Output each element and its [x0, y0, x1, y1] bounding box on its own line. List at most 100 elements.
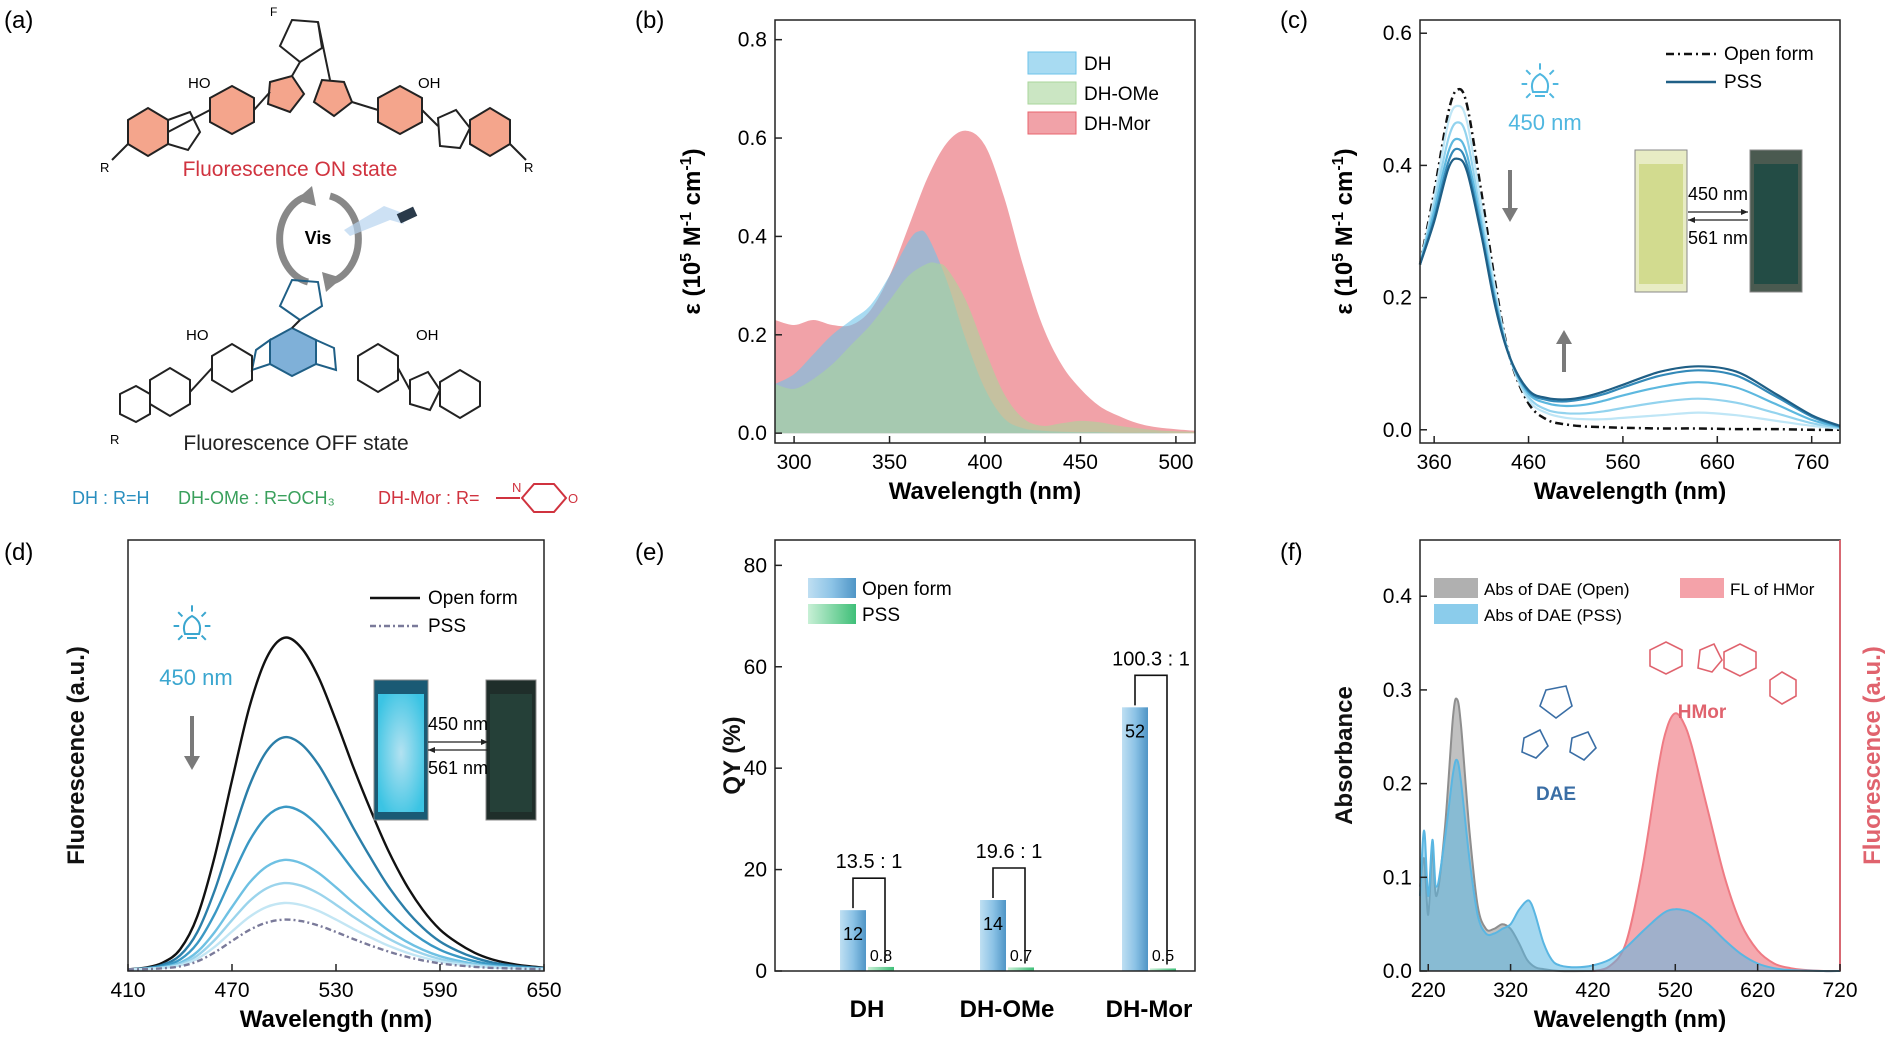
- legend-label-abs-of-dae-open-: Abs of DAE (Open): [1484, 580, 1630, 599]
- series-line-intermediate-4: [1418, 147, 1841, 428]
- on-oh-label: OH: [418, 75, 441, 92]
- legend-label-pss: PSS: [862, 605, 900, 626]
- on-r-left: R: [100, 160, 109, 175]
- category-label-dh-mor: DH-Mor: [1106, 996, 1193, 1023]
- panel-b-ylabel-part: M: [679, 226, 706, 253]
- panel-c-ylabel-part: M: [1331, 226, 1358, 253]
- panel-e-ytick-label: 80: [744, 554, 767, 577]
- bar-pss-dh-mor: [1150, 968, 1176, 971]
- legend-swatch-pss: [808, 604, 856, 624]
- panel-c-frame: [1419, 19, 1841, 444]
- dae-ring: [1539, 685, 1573, 719]
- panel-e-ytick-label: 40: [744, 757, 767, 780]
- morpholine-n: N: [512, 480, 521, 495]
- ratio-label-dh-ome: 19.6 : 1: [976, 841, 1043, 863]
- ratio-bracket-dh-mor: [1134, 674, 1168, 965]
- panel-f-ytick-label: 0.0: [1383, 960, 1412, 983]
- panel-e-label: (e): [635, 539, 664, 566]
- panel-c-ylabel: ε (105 M-1 cm-1): [1330, 148, 1358, 314]
- legend-label-open-form: Open form: [428, 588, 518, 609]
- panel-c-xtick-label: 360: [1417, 451, 1452, 474]
- vial-pss-d-liquid: [490, 694, 532, 812]
- panel-f-xlabel: Wavelength (nm): [1534, 1006, 1726, 1033]
- panel-b-xtick-label: 500: [1158, 451, 1193, 474]
- panel-d: (d) 410 470 530 590 650 Wavelength (nm) Fluores…: [4, 539, 562, 1033]
- legend-swatch-dh-mor: [1027, 111, 1077, 135]
- switch-labels-c-arrow2-head: [1688, 217, 1695, 223]
- panel-c-ytick-label: 0.2: [1383, 287, 1412, 310]
- panel-c-ytick-label: 0.0: [1383, 419, 1412, 442]
- legend-label-dh-ome: DH-OMe: [1084, 84, 1159, 105]
- off-r-left: R: [110, 432, 119, 447]
- morpholine-o: O: [568, 491, 578, 506]
- panel-b-ylabel-part: cm: [679, 171, 706, 212]
- lamp-icon-c-ray: [1548, 92, 1555, 99]
- panel-d-label: (d): [4, 539, 33, 566]
- panel-f-xtick-label: 220: [1411, 979, 1446, 1002]
- series-area-abs-of-dae-pss-: [1420, 759, 1840, 972]
- panel-c-ylabel-part: -1: [1330, 156, 1347, 170]
- category-label-dh: DH: [850, 996, 885, 1023]
- panel-b-xtick-label: 350: [872, 451, 907, 474]
- on-f-atom: F: [270, 5, 277, 19]
- panel-e-ytick-label: 20: [744, 859, 767, 882]
- panel-c-ylabel-part: cm: [1331, 171, 1358, 212]
- legend-label-pss: PSS: [1724, 72, 1762, 93]
- panel-b: (b) 300 350 400 450 500 0.0 0.2 0.4 0.6 0.8 Wavelen…: [635, 7, 1196, 505]
- panel-b-xlabel: Wavelength (nm): [889, 478, 1081, 505]
- panel-d-xtick-label: 590: [422, 979, 457, 1002]
- bar-pss-dh: [868, 966, 894, 971]
- series-line-open-form: [127, 636, 545, 971]
- panel-b-ytick-label: 0.2: [738, 324, 767, 347]
- r-group-dhome: DH-OMe : R=OCH₃: [178, 488, 335, 508]
- switch-labels-c-bottom: 561 nm: [1688, 228, 1748, 248]
- panel-b-ylabel-part: ε (10: [679, 262, 706, 315]
- panel-c-xtick-label: 560: [1605, 451, 1640, 474]
- hmor-structure: [1649, 641, 1797, 705]
- bar-label-pss-dh: 0.8: [870, 948, 892, 965]
- panel-b-ylabel-part: 5: [678, 253, 695, 262]
- panel-f-ytick-label: 0.2: [1383, 773, 1412, 796]
- legend-label-dh: DH: [1084, 54, 1111, 75]
- panel-e: (e) 12 0.8 13.5 : 1 DH 14 0.7 19.6 : 1 DH-OMe 52 0…: [635, 539, 1196, 1023]
- legend-swatch-abs-of-dae-open-: [1434, 578, 1478, 598]
- panel-b-ytick-label: 0.4: [738, 225, 768, 248]
- switch-labels-d-arrow2-head: [428, 747, 435, 753]
- panel-c-ytick-label: 0.4: [1383, 154, 1413, 177]
- panel-c-xtick-label: 760: [1794, 451, 1829, 474]
- hmor-thiazole: [1697, 642, 1723, 673]
- series-line-intermediate-3: [1418, 137, 1841, 429]
- dae-structure: [1521, 685, 1597, 761]
- series-line-fl-of-hmor: [1592, 712, 1841, 973]
- legend-swatch-open-form: [808, 578, 856, 598]
- panel-d-ylabel: Fluorescence (a.u.): [63, 646, 90, 865]
- on-ho-label: HO: [188, 75, 211, 92]
- lamp-icon-d-ray: [177, 634, 184, 641]
- panel-c-ylabel-part: 5: [1330, 253, 1347, 262]
- switch-arrows: [276, 186, 362, 292]
- on-state-molecule: [111, 18, 527, 161]
- off-ho-label: HO: [186, 327, 209, 344]
- bar-open-dh-ome: [980, 900, 1006, 971]
- panel-d-xtick-label: 530: [318, 979, 353, 1002]
- legend-swatch-fl-of-hmor: [1680, 578, 1724, 598]
- arrow-up-c-head: [1556, 330, 1572, 344]
- on-state-label: Fluorescence ON state: [183, 158, 398, 181]
- series-area-dh-ome: [775, 262, 1195, 434]
- panel-c-xtick-label: 660: [1700, 451, 1735, 474]
- lamp-icon-d-bulb: [182, 614, 202, 635]
- panel-c-xlabel: Wavelength (nm): [1534, 478, 1726, 505]
- on-r-right: R: [524, 160, 533, 175]
- bar-open-dh: [840, 910, 866, 971]
- panel-b-label: (b): [635, 7, 664, 34]
- panel-f: (f) 220 320 420 520 620 720 0.0 0.1 0.2 0.3 0.4 Wave…: [1280, 539, 1886, 1033]
- panel-e-ytick-label: 60: [744, 656, 767, 679]
- panel-f-ylabel-right: Fluorescence (a.u.): [1859, 646, 1886, 865]
- off-state-molecule: [119, 278, 481, 424]
- panel-b-ytick-label: 0.8: [738, 29, 767, 52]
- panel-b-ylabel-part: -1: [678, 212, 695, 226]
- vial-pss-c-liquid: [1754, 164, 1798, 284]
- lamp-icon-d-ray: [177, 611, 184, 618]
- bar-label-pss-dh-mor: 0.5: [1152, 948, 1174, 965]
